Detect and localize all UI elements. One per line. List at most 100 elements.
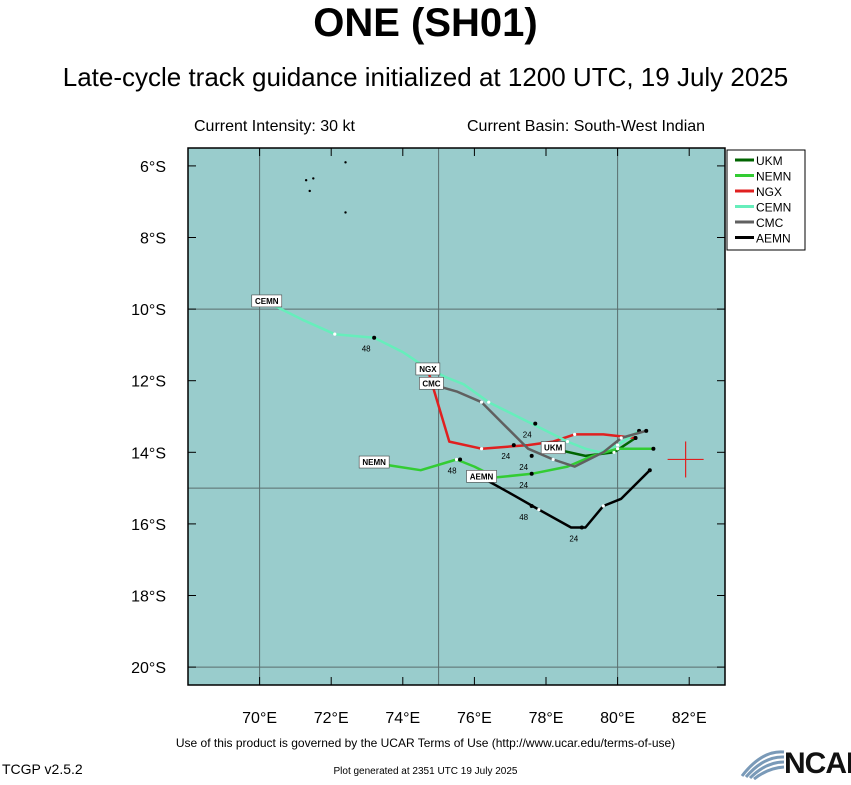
track-end-label-box — [466, 470, 497, 483]
track-aemn — [480, 468, 652, 529]
lat-tick-label: 10°S — [131, 302, 166, 319]
forecast-hour-label: 24 — [501, 452, 510, 461]
track-end-label-box — [251, 294, 283, 308]
track-end-label-text: CMC — [422, 379, 440, 388]
track-end-label-nemn: NEMN — [358, 455, 390, 469]
legend-label-cemn: CEMN — [756, 201, 791, 215]
track-end-label-text: AEMN — [470, 472, 494, 481]
forecast-hour-label: 48 — [448, 466, 457, 475]
ncar-logo-text: NCAR — [784, 747, 851, 780]
track-interval-dot — [601, 504, 605, 508]
forecast-hour-dot — [529, 504, 534, 508]
ocean-background — [188, 148, 725, 685]
forecast-hour-dot — [579, 525, 584, 530]
current-intensity-label: Current Intensity: 30 kt — [194, 118, 355, 135]
lat-tick-label: 14°S — [131, 445, 166, 462]
track-end-label-box — [358, 455, 390, 469]
lon-tick-label: 72°E — [314, 710, 349, 727]
track-start-dot — [651, 446, 656, 451]
track-interval-dot — [479, 447, 484, 451]
lon-tick-label: 76°E — [457, 710, 492, 727]
terms-of-use-notice: Use of this product is governed by the U… — [175, 736, 676, 750]
track-interval-dot — [612, 450, 616, 454]
track-line-ngx — [426, 369, 636, 450]
ncar-logo: NCAR — [740, 747, 851, 781]
forecast-hour-label: 24 — [519, 463, 528, 472]
track-end-label-ukm: UKM — [540, 441, 566, 455]
island-mark — [344, 211, 347, 214]
track-interval-dot — [537, 507, 541, 512]
lon-tick-label: 70°E — [242, 710, 277, 727]
track-end-label-cmc: CMC — [419, 376, 444, 390]
track-end-label-box — [415, 362, 441, 376]
track-start-dot — [644, 428, 649, 433]
page-title: ONE (SH01) — [313, 1, 538, 45]
track-start-dot — [647, 468, 652, 473]
forecast-hour-label: 48 — [519, 513, 528, 522]
legend-box — [726, 149, 806, 251]
lat-tick-label: 16°S — [131, 517, 166, 534]
lon-tick-label: 74°E — [385, 710, 420, 727]
forecast-hour-label: 24 — [519, 481, 528, 490]
track-interval-dot — [616, 447, 620, 451]
island-mark — [304, 179, 308, 182]
island-mark — [344, 161, 347, 164]
track-ngx — [426, 369, 638, 451]
legend-label-cmc: CMC — [756, 216, 784, 230]
track-interval-dot — [551, 457, 555, 462]
forecast-hour-dot — [372, 335, 377, 340]
track-interval-dot — [573, 432, 577, 436]
forecast-hour-label: 24 — [569, 534, 578, 543]
forecast-hour-dot — [458, 457, 463, 462]
track-end-label-aemn: AEMN — [466, 470, 497, 483]
track-cmc — [431, 383, 649, 468]
map-frame — [187, 147, 726, 686]
version-label: TCGP v2.5.2 — [2, 761, 83, 777]
track-end-label-box — [419, 376, 444, 390]
ncar-logo-mark-icon — [740, 750, 785, 781]
current-position-icon — [667, 441, 704, 478]
forecast-hour-dot — [529, 453, 534, 458]
track-end-label-text: NGX — [419, 365, 437, 374]
lon-tick-label: 82°E — [672, 710, 707, 727]
lon-tick-label: 80°E — [600, 710, 635, 727]
forecast-hour-dot — [511, 443, 516, 448]
track-interval-dot — [487, 400, 491, 404]
lat-tick-label: 18°S — [131, 589, 166, 606]
forecast-hour-label: 24 — [523, 431, 532, 440]
legend-label-ukm: UKM — [756, 154, 783, 168]
track-line-cmc — [431, 383, 647, 468]
track-interval-dot — [333, 332, 337, 336]
forecast-hour-label: 48 — [362, 345, 371, 354]
legend-label-ngx: NGX — [756, 185, 782, 199]
lat-tick-label: 6°S — [140, 159, 166, 176]
track-end-label-cemn: CEMN — [251, 294, 283, 308]
track-start-dot — [633, 435, 638, 440]
plot-generated-timestamp: Plot generated at 2351 UTC 19 July 2025 — [333, 766, 518, 777]
forecast-hour-dot — [533, 421, 538, 426]
track-interval-dot — [619, 436, 623, 440]
track-end-label-text: UKM — [544, 444, 563, 453]
track-line-aemn — [480, 469, 651, 529]
lat-tick-label: 12°S — [131, 374, 166, 391]
lat-tick-label: 8°S — [140, 231, 166, 248]
track-interval-dot — [565, 439, 570, 444]
island-mark — [312, 177, 315, 180]
page-subtitle: Late-cycle track guidance initialized at… — [62, 62, 789, 92]
track-end-label-ngx: NGX — [415, 362, 441, 376]
lat-tick-label: 20°S — [131, 660, 166, 677]
lon-tick-label: 78°E — [529, 710, 564, 727]
forecast-hour-dot — [529, 471, 534, 476]
track-end-label-text: CEMN — [255, 297, 279, 306]
track-end-label-text: NEMN — [362, 458, 386, 467]
track-interval-dot — [454, 457, 459, 462]
track-interval-dot — [479, 400, 484, 404]
track-end-label-box — [540, 441, 566, 455]
current-basin-label: Current Basin: South-West Indian — [467, 118, 706, 135]
track-interval-dot — [616, 443, 620, 447]
track-line-cemn — [266, 300, 640, 454]
legend-label-nemn: NEMN — [756, 170, 791, 184]
island-mark — [308, 189, 311, 193]
